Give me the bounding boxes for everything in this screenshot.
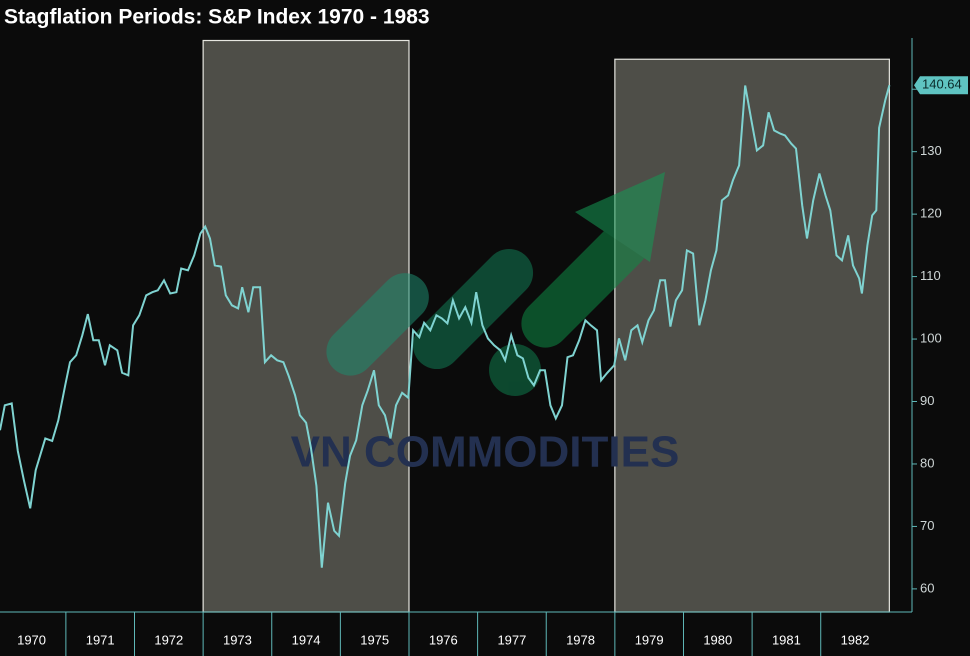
x-tick-label: 1976 [429, 632, 458, 647]
chart-title: Stagflation Periods: S&P Index 1970 - 19… [4, 6, 430, 29]
y-tick-label: 100 [920, 330, 942, 345]
y-tick-label: 70 [920, 518, 934, 533]
x-tick-label: 1970 [17, 632, 46, 647]
price-line [0, 84, 891, 568]
shaded-period [614, 58, 890, 613]
x-tick-label: 1975 [360, 632, 389, 647]
y-tick-label: 80 [920, 455, 934, 470]
y-tick-label: 120 [920, 206, 942, 221]
x-tick-label: 1974 [292, 632, 321, 647]
x-tick-label: 1971 [86, 632, 115, 647]
y-tick-label: 110 [920, 268, 941, 283]
y-tick-label: 90 [920, 393, 934, 408]
x-tick-label: 1980 [703, 632, 732, 647]
y-tick-label: 130 [920, 143, 942, 158]
x-tick-label: 1977 [497, 632, 526, 647]
x-tick-label: 1973 [223, 632, 252, 647]
plot-area [0, 84, 891, 568]
x-tick-label: 1982 [841, 632, 870, 647]
last-value-label: 140.64 [922, 77, 962, 92]
x-tick-label: 1979 [635, 632, 664, 647]
y-tick-label: 60 [920, 580, 934, 595]
x-tick-label: 1981 [772, 632, 801, 647]
watermark: VN COMMODITIES [291, 428, 680, 477]
x-tick-label: 1972 [154, 632, 183, 647]
x-tick-label: 1978 [566, 632, 595, 647]
last-value-badge [914, 76, 968, 95]
